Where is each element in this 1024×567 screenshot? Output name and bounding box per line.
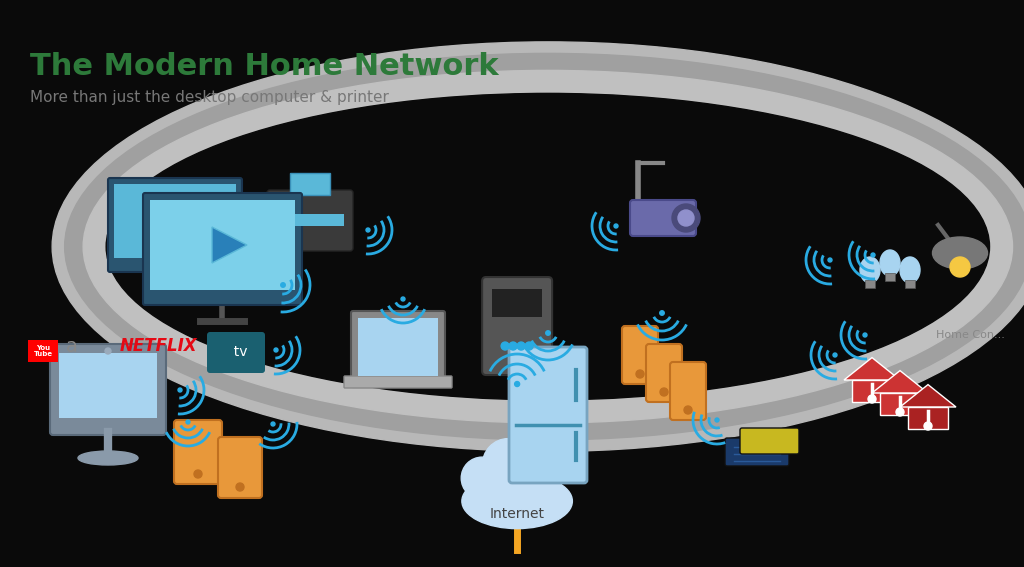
Ellipse shape (78, 451, 138, 465)
Circle shape (509, 342, 517, 350)
Circle shape (833, 353, 837, 357)
Circle shape (614, 224, 618, 228)
Circle shape (525, 342, 534, 350)
Circle shape (401, 297, 406, 301)
FancyBboxPatch shape (344, 376, 452, 388)
Circle shape (684, 406, 692, 414)
Ellipse shape (106, 94, 989, 400)
Circle shape (863, 333, 867, 337)
Polygon shape (900, 384, 956, 407)
Circle shape (501, 342, 509, 350)
FancyBboxPatch shape (174, 420, 222, 484)
Circle shape (659, 311, 665, 315)
Text: You
Tube: You Tube (34, 345, 52, 358)
FancyBboxPatch shape (725, 438, 790, 466)
Circle shape (546, 331, 550, 335)
FancyBboxPatch shape (622, 326, 658, 384)
Bar (852, 380, 892, 403)
Ellipse shape (933, 237, 987, 269)
FancyBboxPatch shape (267, 190, 353, 251)
Text: The Modern Home Network: The Modern Home Network (30, 52, 499, 81)
Circle shape (678, 210, 694, 226)
FancyBboxPatch shape (207, 332, 265, 373)
FancyBboxPatch shape (509, 347, 587, 483)
FancyBboxPatch shape (351, 311, 445, 387)
Text: Home Con...: Home Con... (936, 330, 1005, 340)
Polygon shape (872, 371, 928, 393)
Text: Internet: Internet (489, 507, 545, 521)
FancyBboxPatch shape (218, 437, 262, 498)
Circle shape (924, 422, 932, 430)
Circle shape (271, 422, 275, 426)
Text: tv: tv (224, 345, 247, 359)
Ellipse shape (516, 456, 562, 501)
Bar (276, 214, 344, 226)
Ellipse shape (482, 439, 535, 494)
Ellipse shape (462, 473, 572, 528)
Bar (358, 318, 438, 376)
Circle shape (715, 418, 719, 422)
Bar (908, 407, 947, 429)
Circle shape (105, 348, 111, 354)
Polygon shape (212, 227, 247, 263)
Ellipse shape (83, 70, 1013, 423)
Ellipse shape (506, 472, 542, 510)
Ellipse shape (65, 53, 1024, 440)
Circle shape (950, 257, 970, 277)
Ellipse shape (52, 42, 1024, 451)
Ellipse shape (880, 250, 900, 276)
Bar (865, 280, 874, 288)
Circle shape (636, 370, 644, 378)
FancyBboxPatch shape (670, 362, 706, 420)
FancyBboxPatch shape (646, 344, 682, 402)
Bar (493, 289, 542, 317)
Circle shape (517, 342, 525, 350)
FancyBboxPatch shape (50, 344, 166, 435)
Circle shape (515, 382, 519, 387)
Circle shape (828, 258, 831, 262)
Circle shape (366, 228, 370, 232)
Circle shape (672, 204, 700, 232)
Ellipse shape (860, 257, 880, 283)
Circle shape (186, 420, 190, 424)
Bar (881, 393, 920, 416)
Circle shape (194, 470, 202, 478)
FancyBboxPatch shape (630, 200, 696, 236)
Circle shape (868, 395, 876, 403)
Bar (114, 184, 236, 258)
Circle shape (274, 348, 278, 352)
FancyBboxPatch shape (143, 193, 302, 305)
Ellipse shape (481, 473, 514, 509)
Circle shape (871, 253, 874, 257)
Bar (885, 273, 895, 281)
FancyBboxPatch shape (108, 178, 242, 272)
Circle shape (178, 388, 182, 392)
Bar (905, 280, 915, 288)
Ellipse shape (461, 457, 503, 499)
Circle shape (660, 388, 668, 396)
Bar (150, 200, 295, 290)
Text: a: a (67, 336, 78, 356)
Polygon shape (844, 358, 900, 380)
FancyBboxPatch shape (482, 277, 552, 375)
Text: NETFLIX: NETFLIX (120, 337, 198, 355)
Circle shape (236, 483, 244, 491)
Bar (28, 340, 58, 362)
FancyBboxPatch shape (740, 428, 799, 454)
Ellipse shape (900, 257, 920, 283)
Bar (290, 173, 330, 195)
Text: More than just the desktop computer & printer: More than just the desktop computer & pr… (30, 90, 389, 105)
Circle shape (281, 283, 286, 287)
Bar (59, 353, 157, 418)
Circle shape (896, 408, 904, 416)
